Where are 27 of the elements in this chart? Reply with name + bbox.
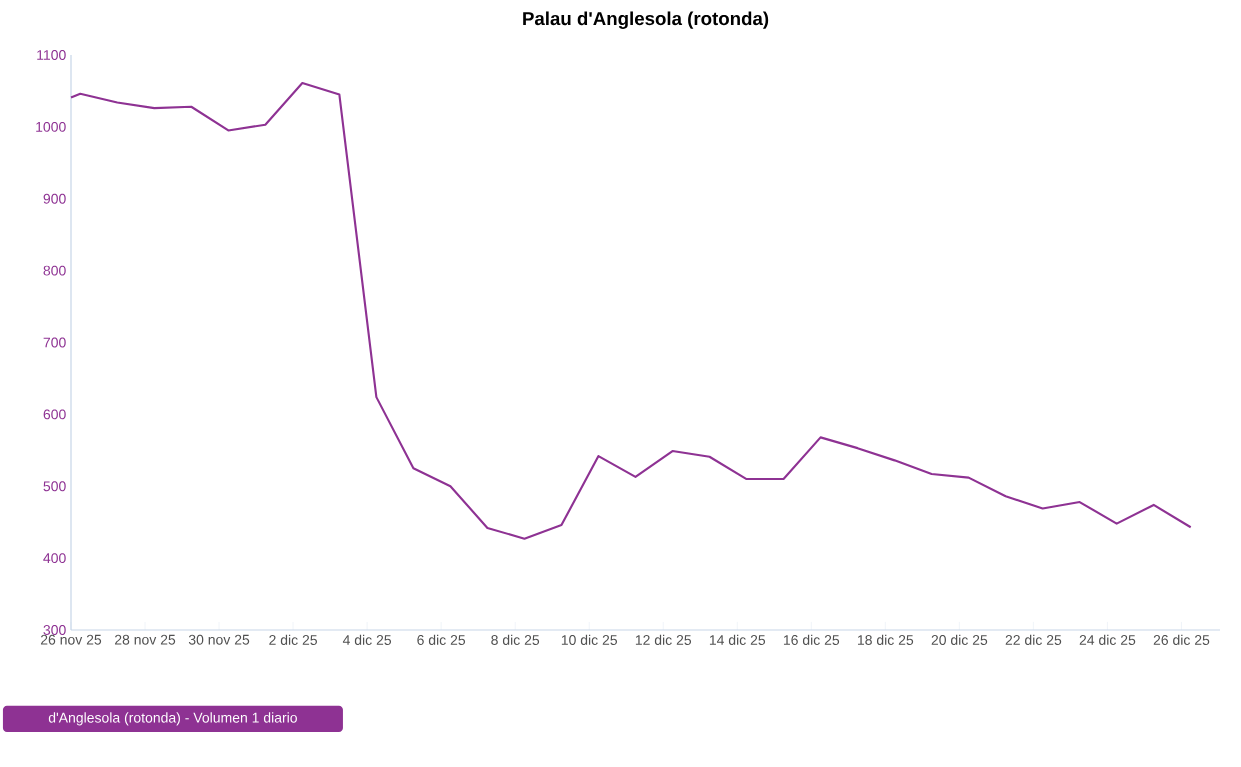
y-tick-label: 700 [43, 337, 66, 348]
x-tick-label: 12 dic 25 [635, 634, 692, 645]
x-tick-label: 6 dic 25 [417, 634, 466, 645]
x-tick-label: 4 dic 25 [342, 634, 392, 645]
x-tick-label: 10 dic 25 [561, 634, 618, 645]
x-tick-label: 14 dic 25 [709, 634, 766, 645]
x-tick-label: 26 dic 25 [1153, 634, 1210, 645]
y-tick-label: 400 [43, 553, 66, 564]
x-tick-label: 28 nov 25 [114, 634, 176, 645]
x-tick-label: 26 nov 25 [40, 634, 102, 645]
text: d'Anglesola (rotonda) - Volumen 1 diario [48, 712, 297, 726]
x-tick-label: 18 dic 25 [857, 634, 914, 645]
y-tick-label: 600 [43, 409, 66, 420]
y-tick-label: 800 [43, 265, 66, 276]
x-tick-label: 2 dic 25 [269, 634, 317, 645]
x-tick-label: 8 dic 25 [491, 634, 540, 645]
x-tick-label: 24 dic 25 [1079, 634, 1136, 645]
chart-title: Palau d'Anglesola (rotonda) [523, 11, 769, 29]
x-tick-label: 16 dic 25 [783, 634, 840, 645]
x-tick-label: 30 nov 25 [188, 634, 250, 645]
y-tick-label: 500 [43, 481, 66, 492]
y-tick-label: 900 [43, 193, 66, 204]
y-tick-label: 1000 [36, 121, 66, 132]
y-tick-label: 1100 [37, 50, 66, 60]
y-tick-label: 300 [43, 625, 66, 635]
x-tick-label: 22 dic 25 [1005, 634, 1062, 645]
x-tick-label: 20 dic 25 [931, 634, 988, 645]
